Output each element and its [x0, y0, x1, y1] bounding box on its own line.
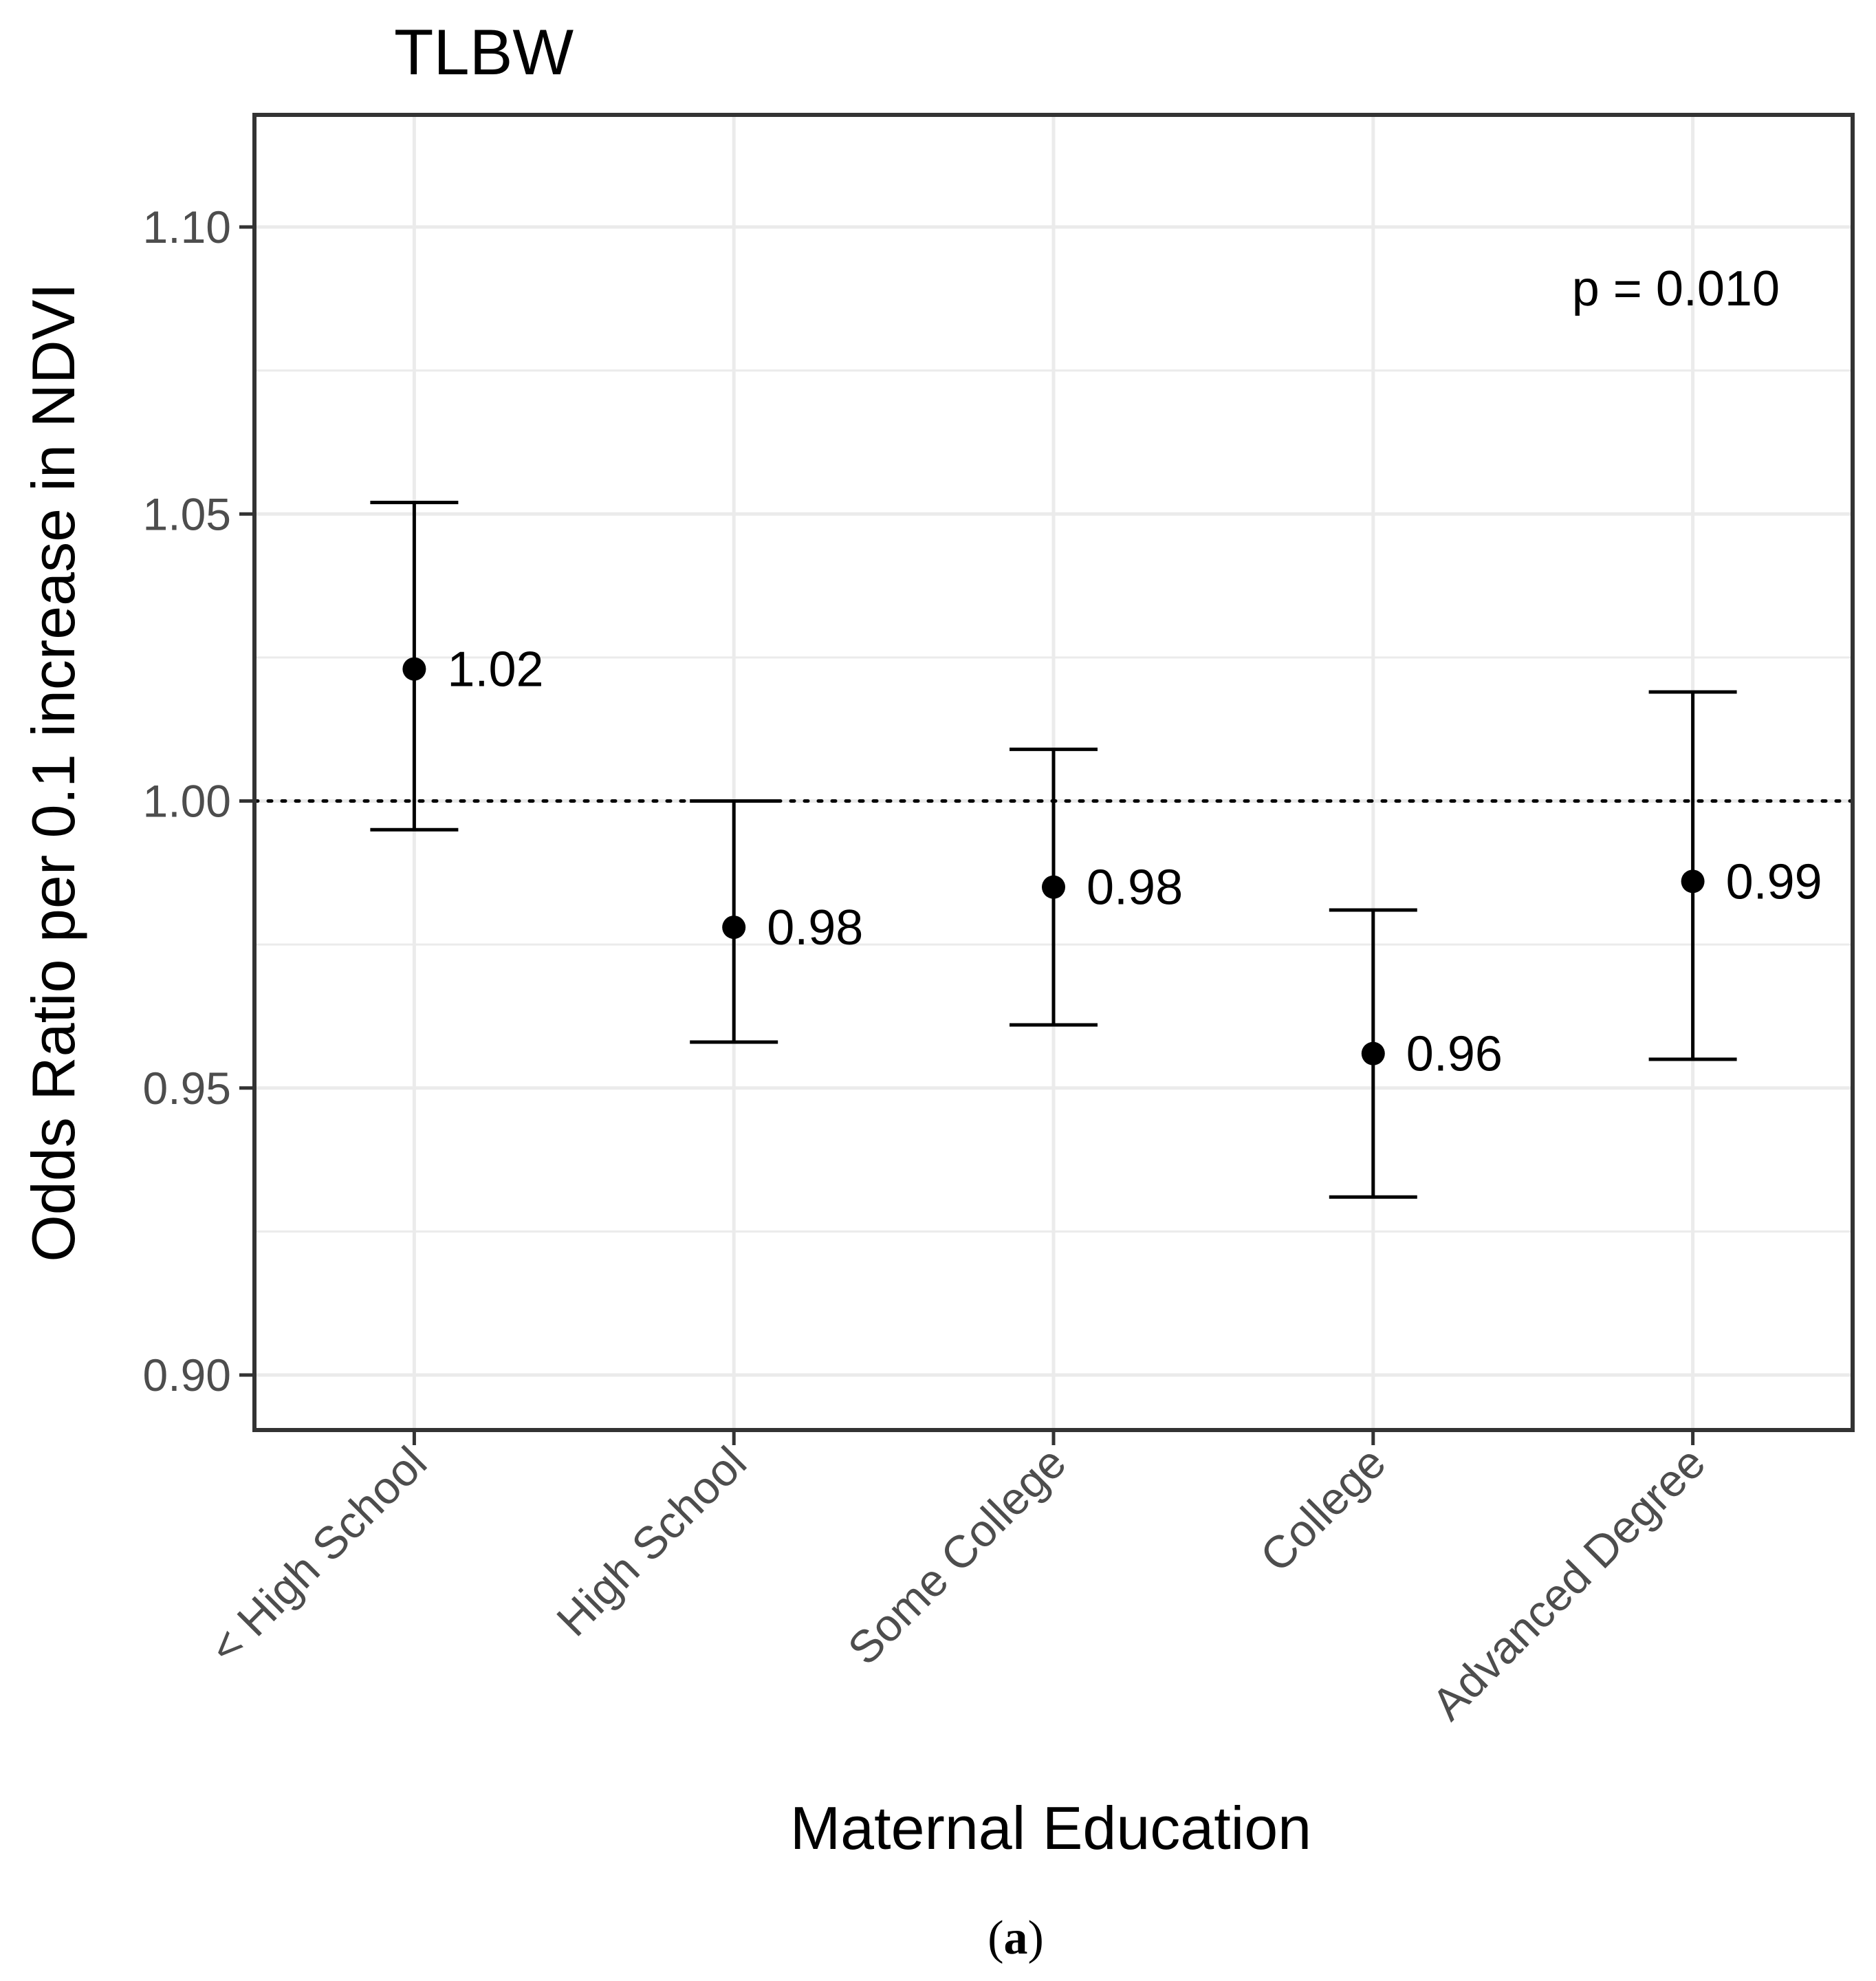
caption-open-paren: ( [988, 1912, 1003, 1964]
chart-title: TLBW [394, 16, 574, 88]
y-tick-label: 0.90 [143, 1350, 231, 1400]
x-tick-label: < High School [199, 1437, 436, 1674]
y-axis: 0.90 0.95 1.00 1.05 1.10 [143, 202, 254, 1400]
data-label: 0.99 [1726, 854, 1822, 909]
estimate-point [1361, 1041, 1385, 1065]
y-tick-label: 1.00 [143, 776, 231, 827]
estimate-point [722, 916, 746, 940]
estimate-point [1681, 869, 1705, 894]
data-label: 1.02 [447, 642, 543, 697]
y-tick-label: 1.10 [143, 202, 231, 252]
y-axis-title: Odds Ratio per 0.1 increase in NDVI [19, 283, 87, 1262]
figure-caption: (a) [988, 1912, 1044, 1964]
caption-letter: a [1004, 1912, 1028, 1964]
x-tick-label: Advanced Degree [1422, 1437, 1715, 1730]
errorbar-series: 1.02 0.98 0.98 0.96 0.99 [370, 501, 1822, 1199]
caption-close-paren: ) [1028, 1912, 1044, 1964]
p-value-annotation: p = 0.010 [1572, 261, 1780, 316]
x-axis: < High School High School Some College Coll… [199, 1430, 1714, 1730]
estimate-point [402, 657, 426, 681]
y-tick-label: 0.95 [143, 1063, 231, 1114]
y-tick-label: 1.05 [143, 488, 231, 539]
x-tick-label: College [1250, 1437, 1395, 1582]
data-label: 0.98 [1087, 860, 1183, 916]
data-label: 0.96 [1406, 1027, 1503, 1082]
x-tick-label: High School [547, 1437, 756, 1646]
x-tick-label: Some College [838, 1437, 1075, 1674]
estimate-point [1042, 875, 1065, 899]
x-axis-title: Maternal Education [790, 1794, 1311, 1862]
data-label: 0.98 [767, 900, 863, 955]
